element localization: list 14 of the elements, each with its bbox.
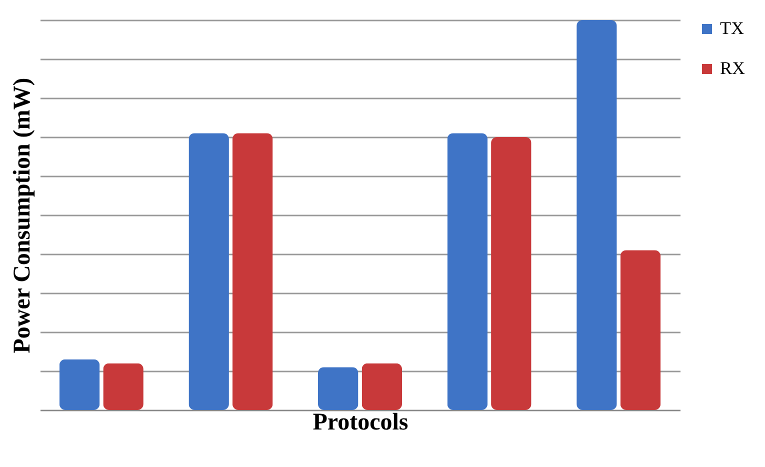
bar	[59, 359, 100, 410]
bar	[188, 133, 229, 410]
bar	[447, 133, 488, 410]
bar	[318, 367, 358, 410]
x-axis-title: Protocols	[312, 410, 408, 436]
legend-label: RX	[720, 58, 746, 78]
bar	[620, 250, 661, 410]
bar	[576, 20, 617, 410]
bar	[362, 363, 402, 410]
legend-label: TX	[720, 18, 744, 38]
y-axis-title: Power Consumption (mW)	[10, 78, 36, 354]
bar	[232, 133, 273, 410]
bar	[103, 363, 144, 410]
bar	[491, 137, 532, 410]
